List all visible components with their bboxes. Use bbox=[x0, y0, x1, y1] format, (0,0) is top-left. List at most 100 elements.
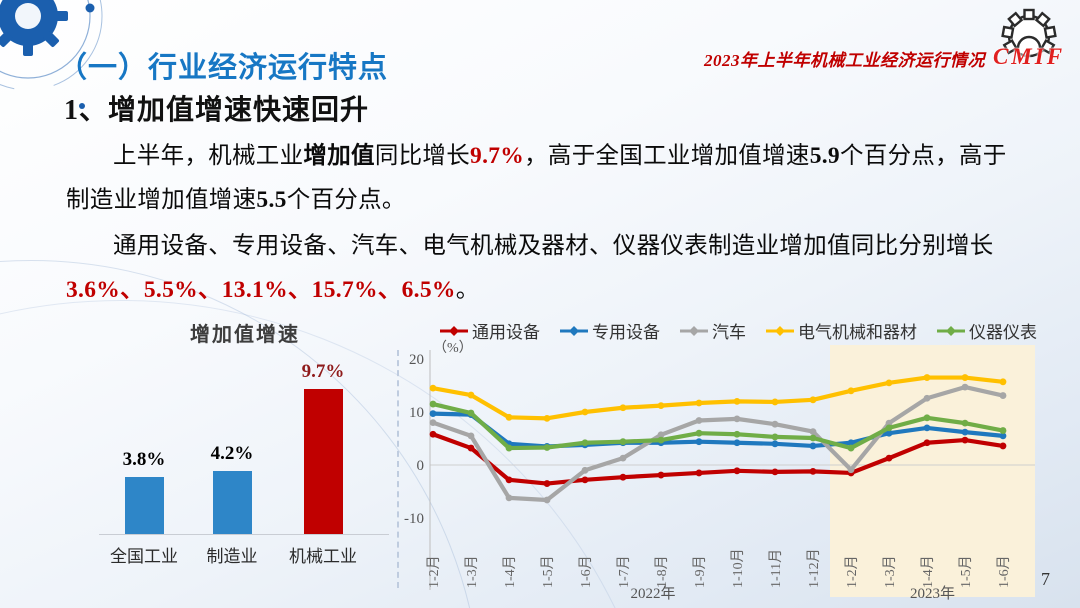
page-subtitle: 1、增加值增速快速回升 bbox=[64, 95, 370, 126]
data-point-marker bbox=[695, 469, 703, 477]
series-line-汽车 bbox=[430, 384, 1006, 503]
data-point-marker bbox=[999, 432, 1007, 440]
p1-highlight-value: 9.7% bbox=[470, 143, 525, 169]
p1-mid1: 同比增长 bbox=[374, 143, 471, 169]
y-axis-unit-label: （%） bbox=[433, 340, 473, 356]
data-point-marker bbox=[885, 454, 893, 462]
data-point-marker bbox=[619, 454, 627, 462]
data-point-marker bbox=[923, 414, 931, 422]
p1-bold-value-1: 5.9 bbox=[809, 143, 840, 169]
data-point-marker bbox=[619, 438, 627, 446]
data-point-marker bbox=[961, 419, 969, 427]
legend-label: 通用设备 bbox=[472, 323, 540, 342]
x-tick-label: 1-9月 bbox=[692, 555, 708, 588]
data-point-marker bbox=[809, 428, 817, 436]
data-point-marker bbox=[505, 494, 513, 502]
data-point-marker bbox=[847, 387, 855, 395]
data-point-marker bbox=[695, 417, 703, 424]
section-title: （一）行业经济运行特点 bbox=[58, 52, 389, 84]
data-point-marker bbox=[581, 408, 589, 416]
p1-lead: 上半年，机械工业 bbox=[113, 143, 304, 169]
x-tick-label: 1-3月 bbox=[464, 555, 480, 588]
p2-highlight-values: 3.6%、5.5%、13.1%、15.7%、6.5% bbox=[66, 277, 456, 303]
data-point-marker bbox=[771, 398, 779, 406]
data-point-marker bbox=[581, 466, 589, 474]
year-label-2023: 2023年 bbox=[910, 585, 955, 602]
legend-marker-icon bbox=[680, 325, 708, 336]
p1-bold-value-2: 5.5 bbox=[256, 187, 287, 213]
data-point-marker bbox=[847, 466, 855, 474]
data-point-marker bbox=[771, 420, 779, 428]
p1-mid2: ，高于全国工业增加值增速 bbox=[524, 143, 810, 169]
x-tick-label: 1-2月 bbox=[844, 555, 860, 588]
series-line-电气机械和器材 bbox=[430, 375, 1006, 421]
legend-item-汽车: 汽车 bbox=[679, 318, 746, 343]
legend-marker-icon bbox=[440, 325, 468, 336]
data-point-marker bbox=[771, 468, 779, 476]
data-point-marker bbox=[695, 429, 703, 437]
bar-value-label: 3.8% bbox=[122, 449, 166, 470]
bar-category-label: 机械工业 bbox=[289, 547, 357, 566]
data-point-marker bbox=[733, 439, 741, 447]
data-point-marker bbox=[923, 424, 931, 432]
data-point-marker bbox=[809, 442, 817, 450]
legend-label: 电气机械和器材 bbox=[798, 323, 917, 342]
bar-category-label: 制造业 bbox=[206, 547, 258, 566]
x-tick-label: 1-3月 bbox=[882, 555, 898, 588]
legend-item-通用设备: 通用设备 bbox=[439, 318, 540, 343]
chart-divider bbox=[397, 350, 399, 588]
data-point-marker bbox=[847, 444, 855, 452]
page-number: 7 bbox=[1041, 569, 1050, 589]
data-point-marker bbox=[771, 440, 779, 448]
data-point-marker bbox=[657, 431, 665, 439]
data-point-marker bbox=[961, 436, 969, 444]
data-point-marker bbox=[999, 427, 1007, 434]
data-point-marker bbox=[429, 410, 437, 417]
legend-item-仪器仪表: 仪器仪表 bbox=[936, 318, 1037, 343]
legend-marker-icon bbox=[766, 325, 794, 336]
x-tick-label: 1-12月 bbox=[806, 548, 822, 588]
x-tick-label: 1-5月 bbox=[958, 555, 974, 588]
bar-全国工业 bbox=[124, 477, 164, 534]
data-point-marker bbox=[999, 378, 1007, 386]
data-point-marker bbox=[885, 419, 893, 427]
data-point-marker bbox=[847, 439, 855, 447]
data-point-marker bbox=[543, 496, 551, 504]
legend-item-电气机械和器材: 电气机械和器材 bbox=[765, 318, 917, 343]
data-point-marker bbox=[695, 438, 703, 446]
legend-label: 汽车 bbox=[712, 323, 746, 342]
data-point-marker bbox=[657, 471, 665, 479]
data-point-marker bbox=[771, 433, 779, 441]
bar-chart-baseline bbox=[99, 534, 389, 535]
series-line-仪器仪表 bbox=[430, 401, 1006, 451]
data-point-marker bbox=[581, 476, 589, 484]
p2-tail: 。 bbox=[455, 277, 480, 303]
data-point-marker bbox=[619, 404, 627, 412]
data-point-marker bbox=[923, 439, 931, 447]
data-point-marker bbox=[619, 473, 627, 481]
data-point-marker bbox=[467, 391, 475, 399]
year-label-2022: 2022年 bbox=[630, 585, 675, 602]
x-tick-label: 1-6月 bbox=[996, 555, 1012, 588]
data-point-marker bbox=[733, 467, 741, 475]
data-point-marker bbox=[429, 419, 437, 426]
y-tick-label: 0 bbox=[417, 458, 425, 474]
data-point-marker bbox=[733, 430, 741, 438]
bar-chart-value-added-growth: 增加值增速 3.8% 全国工业 4.2% 制造业 9.7% 机械工业 bbox=[95, 312, 395, 600]
y-tick-label: -10 bbox=[404, 511, 424, 527]
data-point-marker bbox=[657, 436, 665, 444]
data-point-marker bbox=[695, 399, 703, 407]
bar-chart-title: 增加值增速 bbox=[190, 324, 300, 346]
legend-label: 仪器仪表 bbox=[969, 323, 1037, 342]
data-point-marker bbox=[999, 442, 1007, 450]
x-tick-label: 1-7月 bbox=[616, 555, 632, 588]
bar-机械工业 bbox=[303, 388, 343, 534]
p2-lead: 通用设备、专用设备、汽车、电气机械及器材、仪器仪表制造业增加值同比分别增长 bbox=[113, 233, 994, 259]
p1-tail: 个百分点。 bbox=[286, 187, 406, 213]
data-point-marker bbox=[733, 398, 741, 405]
series-line-专用设备 bbox=[430, 411, 1006, 449]
y-tick-label: 20 bbox=[409, 352, 424, 368]
data-point-marker bbox=[961, 383, 969, 391]
line-chart-svg: 20 10 0 -10 （%） 1-2月 1-3月 1-4月 1-5月 1-6月 1-7月 1-8月 1… bbox=[404, 340, 1035, 602]
